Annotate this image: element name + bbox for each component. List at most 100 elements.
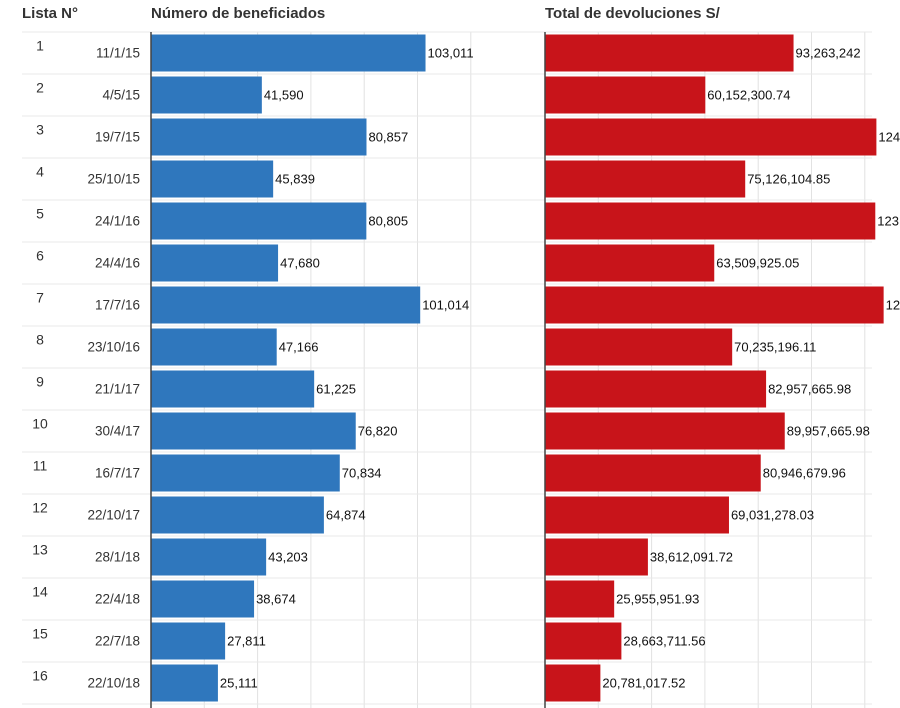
- row-number-label: 4: [36, 164, 44, 180]
- refunds-bar: [545, 34, 794, 72]
- beneficiaries-bar: [151, 412, 356, 450]
- row-number-label: 15: [32, 626, 48, 642]
- refunds-bar: [545, 244, 715, 282]
- refunds-value-label: 60,152,300.74: [707, 88, 790, 103]
- beneficiaries-bar: [151, 34, 426, 72]
- row-number-label: 16: [32, 668, 48, 684]
- row-date-label: 4/5/15: [102, 88, 140, 103]
- refunds-bar: [545, 286, 884, 324]
- row-number-label: 3: [36, 122, 44, 138]
- row-date-label: 22/7/18: [95, 634, 140, 649]
- beneficiaries-value-label: 101,014: [422, 298, 469, 313]
- beneficiaries-value-label: 80,805: [368, 214, 408, 229]
- beneficiaries-bar: [151, 76, 262, 114]
- row-number-label: 6: [36, 248, 44, 264]
- beneficiaries-value-label: 41,590: [264, 88, 304, 103]
- refunds-value-label: 89,957,665.98: [787, 424, 870, 439]
- refunds-bar: [545, 580, 615, 618]
- beneficiaries-bar: [151, 538, 267, 576]
- row-date-label: 24/1/16: [95, 214, 140, 229]
- row-date-label: 28/1/18: [95, 550, 140, 565]
- refunds-value-label: 80,946,679.96: [763, 466, 846, 481]
- row-date-label: 30/4/17: [95, 424, 140, 439]
- beneficiaries-bar: [151, 244, 279, 282]
- row-date-label: 21/1/17: [95, 382, 140, 397]
- row-date-label: 22/10/18: [87, 676, 140, 691]
- row-number-label: 10: [32, 416, 48, 432]
- refunds-bar: [545, 160, 746, 198]
- row-date-label: 24/4/16: [95, 256, 140, 271]
- beneficiaries-bar: [151, 664, 218, 702]
- refunds-bar: [545, 412, 785, 450]
- row-number-label: 9: [36, 374, 44, 390]
- row-date-label: 25/10/15: [87, 172, 140, 187]
- row-separators: [22, 31, 872, 705]
- beneficiaries-value-label: 43,203: [268, 550, 308, 565]
- refunds-value-label: 124,350,781.94: [878, 130, 900, 145]
- refunds-bar: [545, 76, 706, 114]
- row-date-label: 22/4/18: [95, 592, 140, 607]
- beneficiaries-value-label: 45,839: [275, 172, 315, 187]
- refunds-value-label: 127,065,708.05: [886, 298, 900, 313]
- refunds-bar: [545, 328, 733, 366]
- row-date-label: 22/10/17: [87, 508, 140, 523]
- refunds-bar: [545, 370, 767, 408]
- refunds-bar: [545, 622, 622, 660]
- refunds-bar: [545, 118, 877, 156]
- row-number-label: 1: [36, 38, 44, 54]
- beneficiaries-chart-title: Número de beneficiados: [151, 5, 325, 22]
- beneficiaries-value-label: 61,225: [316, 382, 356, 397]
- beneficiaries-bar: [151, 328, 277, 366]
- beneficiaries-value-label: 80,857: [368, 130, 408, 145]
- beneficiaries-bar: [151, 202, 367, 240]
- refunds-value-label: 82,957,665.98: [768, 382, 851, 397]
- row-date-label: 23/10/16: [87, 340, 140, 355]
- refunds-value-label: 63,509,925.05: [716, 256, 799, 271]
- beneficiaries-bar: [151, 286, 421, 324]
- rows: 1 11/1/15 103,011 93,263,242 2 4/5/15 41,590 60…: [32, 34, 900, 702]
- row-number-label: 14: [32, 584, 48, 600]
- beneficiaries-bar: [151, 580, 255, 618]
- beneficiaries-bar: [151, 118, 367, 156]
- row-number-label: 2: [36, 80, 44, 96]
- beneficiaries-bar: [151, 622, 226, 660]
- refunds-value-label: 75,126,104.85: [747, 172, 830, 187]
- beneficiaries-value-label: 25,111: [220, 676, 258, 691]
- row-number-label: 12: [32, 500, 48, 516]
- row-date-label: 11/1/15: [96, 46, 140, 61]
- refunds-value-label: 93,263,242: [796, 46, 861, 61]
- beneficiaries-bar: [151, 160, 274, 198]
- beneficiaries-value-label: 76,820: [358, 424, 398, 439]
- beneficiaries-value-label: 64,874: [326, 508, 366, 523]
- beneficiaries-bar: [151, 496, 324, 534]
- refunds-value-label: 38,612,091.72: [650, 550, 733, 565]
- refunds-value-label: 20,781,017.52: [602, 676, 685, 691]
- refunds-bar: [545, 454, 761, 492]
- row-number-header: Lista N°: [22, 5, 78, 22]
- row-number-label: 13: [32, 542, 48, 558]
- refunds-bar: [545, 202, 876, 240]
- refunds-value-label: 25,955,951.93: [616, 592, 699, 607]
- beneficiaries-value-label: 70,834: [342, 466, 382, 481]
- beneficiaries-bar: [151, 370, 315, 408]
- row-number-label: 7: [36, 290, 44, 306]
- refunds-value-label: 28,663,711.56: [623, 634, 705, 649]
- row-date-label: 16/7/17: [95, 466, 140, 481]
- beneficiaries-value-label: 47,166: [279, 340, 319, 355]
- beneficiaries-value-label: 103,011: [428, 46, 474, 61]
- refunds-bar: [545, 496, 729, 534]
- refunds-chart-title: Total de devoluciones S/: [545, 5, 721, 22]
- row-date-label: 17/7/16: [95, 298, 140, 313]
- refunds-bar: [545, 538, 648, 576]
- beneficiaries-value-label: 38,674: [256, 592, 296, 607]
- refunds-value-label: 70,235,196.11: [734, 340, 816, 355]
- beneficiaries-bar: [151, 454, 340, 492]
- row-number-label: 11: [33, 458, 48, 474]
- beneficiaries-value-label: 27,811: [227, 634, 266, 649]
- beneficiaries-value-label: 47,680: [280, 256, 320, 271]
- refunds-bar: [545, 664, 601, 702]
- refunds-value-label: 69,031,278.03: [731, 508, 814, 523]
- row-date-label: 19/7/15: [95, 130, 140, 145]
- row-number-label: 5: [36, 206, 44, 222]
